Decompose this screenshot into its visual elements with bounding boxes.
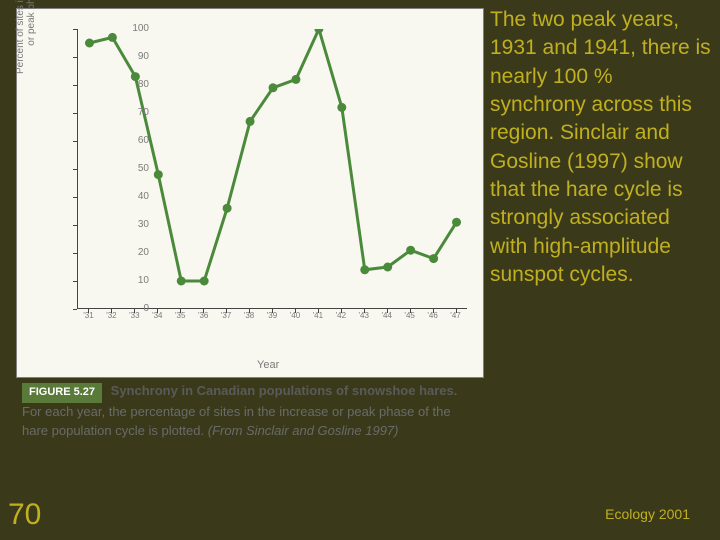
x-tick-mark — [456, 309, 457, 313]
y-tick-mark — [73, 113, 77, 114]
y-tick-label: 40 — [125, 191, 149, 202]
y-tick-label: 50 — [125, 163, 149, 174]
data-point-marker — [223, 204, 232, 213]
y-tick-mark — [73, 253, 77, 254]
x-tick-mark — [88, 309, 89, 313]
y-tick-label: 10 — [125, 275, 149, 286]
data-point-marker — [177, 277, 186, 286]
x-axis-label: Year — [257, 359, 279, 371]
x-tick-mark — [226, 309, 227, 313]
figure-title: Synchrony in Canadian populations of sno… — [111, 383, 458, 398]
x-tick-mark — [111, 309, 112, 313]
y-axis-label: Percent of sites in increase or peak pha… — [15, 0, 37, 89]
y-tick-mark — [73, 281, 77, 282]
y-tick-mark — [73, 225, 77, 226]
data-point-marker — [291, 75, 300, 84]
side-commentary-text: The two peak years, 1931 and 1941, there… — [490, 6, 712, 289]
x-tick-mark — [410, 309, 411, 313]
y-tick-label: 60 — [125, 135, 149, 146]
data-point-marker — [429, 254, 438, 263]
x-tick-mark — [272, 309, 273, 313]
data-point-marker — [360, 265, 369, 274]
y-tick-mark — [73, 309, 77, 310]
y-tick-label: 90 — [125, 51, 149, 62]
y-tick-label: 20 — [125, 247, 149, 258]
chart-panel: Percent of sites in increase or peak pha… — [16, 8, 484, 378]
data-point-marker — [406, 246, 415, 255]
data-point-marker — [269, 83, 278, 92]
data-point-marker — [452, 218, 461, 227]
footer-source: Ecology 2001 — [605, 506, 690, 522]
x-tick-mark — [203, 309, 204, 313]
data-point-marker — [246, 117, 255, 126]
x-tick-mark — [433, 309, 434, 313]
x-tick-mark — [157, 309, 158, 313]
x-tick-mark — [387, 309, 388, 313]
x-tick-mark — [180, 309, 181, 313]
x-tick-mark — [364, 309, 365, 313]
x-tick-mark — [134, 309, 135, 313]
data-point-marker — [85, 39, 94, 48]
x-tick-mark — [249, 309, 250, 313]
figure-attribution: (From Sinclair and Gosline 1997) — [208, 423, 399, 438]
data-point-marker — [383, 263, 392, 272]
y-tick-mark — [73, 141, 77, 142]
y-tick-mark — [73, 197, 77, 198]
page-number: 70 — [8, 498, 41, 532]
data-point-marker — [108, 33, 117, 42]
data-point-marker — [200, 277, 209, 286]
y-tick-mark — [73, 29, 77, 30]
y-tick-mark — [73, 169, 77, 170]
y-tick-mark — [73, 57, 77, 58]
y-tick-label: 100 — [125, 23, 149, 34]
figure-badge: FIGURE 5.27 — [22, 383, 102, 403]
data-point-marker — [154, 170, 163, 179]
data-point-marker — [337, 103, 346, 112]
y-tick-label: 80 — [125, 79, 149, 90]
figure-caption: FIGURE 5.27 Synchrony in Canadian popula… — [22, 382, 478, 441]
y-tick-label: 70 — [125, 107, 149, 118]
x-tick-mark — [341, 309, 342, 313]
y-tick-mark — [73, 85, 77, 86]
x-tick-mark — [295, 309, 296, 313]
y-tick-label: 30 — [125, 219, 149, 230]
x-tick-mark — [318, 309, 319, 313]
